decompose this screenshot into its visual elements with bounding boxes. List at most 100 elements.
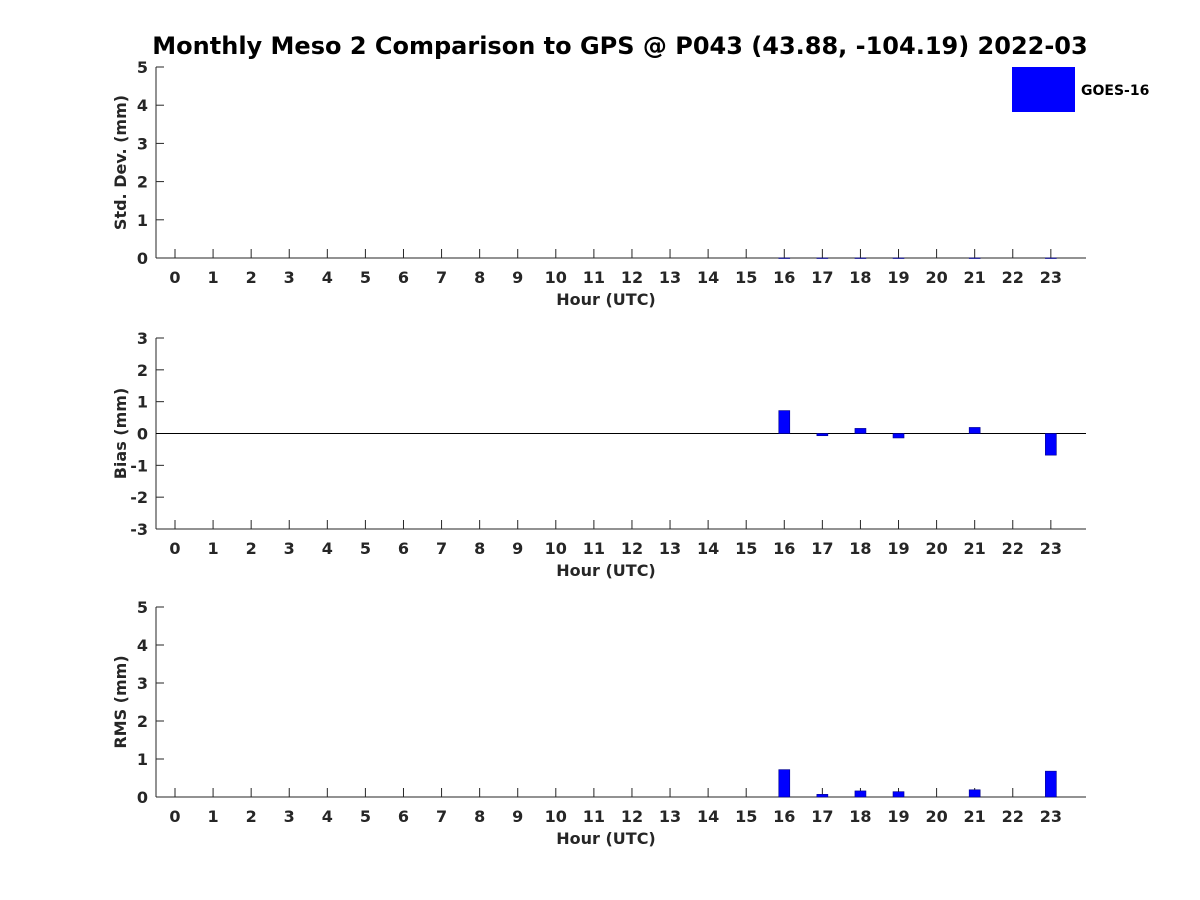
bar-hour-21: [968, 427, 981, 434]
bar-hour-21: [968, 789, 981, 798]
x-tick-label: 13: [659, 268, 681, 287]
x-tick-label: 2: [246, 807, 257, 826]
x-tick-label: 10: [545, 539, 567, 558]
x-tick-label: 14: [697, 807, 719, 826]
x-tick-label: 0: [169, 268, 180, 287]
x-tick-label: 8: [474, 268, 485, 287]
x-axis-label: Hour (UTC): [556, 561, 656, 580]
x-tick-label: 1: [208, 807, 219, 826]
legend-label: GOES-16: [1081, 83, 1149, 99]
y-tick-label: 5: [137, 598, 148, 617]
legend: GOES-16: [1012, 67, 1149, 112]
x-tick-label: 23: [1040, 807, 1062, 826]
bar-hour-16: [778, 257, 791, 259]
x-tick-label: 12: [621, 807, 643, 826]
x-tick-label: 8: [474, 539, 485, 558]
x-tick-label: 15: [735, 807, 757, 826]
x-tick-label: 19: [887, 268, 909, 287]
y-tick-label: 2: [137, 712, 148, 731]
x-tick-label: 10: [545, 268, 567, 287]
x-tick-label: 5: [360, 807, 371, 826]
x-tick-label: 1: [208, 539, 219, 558]
y-tick-label: 4: [137, 636, 148, 655]
y-axis-label: Bias (mm): [111, 388, 130, 480]
x-tick-label: 17: [811, 807, 833, 826]
y-axis-label: Std. Dev. (mm): [111, 95, 130, 230]
x-tick-label: 16: [773, 539, 795, 558]
x-tick-label: 2: [246, 539, 257, 558]
chart-title: Monthly Meso 2 Comparison to GPS @ P043 …: [152, 32, 1087, 60]
bar-hour-23: [1045, 433, 1057, 456]
x-tick-label: 14: [697, 268, 719, 287]
x-tick-label: 21: [964, 268, 986, 287]
y-tick-label: -3: [130, 520, 148, 539]
y-tick-label: 0: [137, 425, 148, 444]
x-tick-label: 19: [887, 539, 909, 558]
y-axis-label: RMS (mm): [111, 655, 130, 748]
x-tick-label: 7: [436, 539, 447, 558]
x-tick-label: 9: [512, 539, 523, 558]
y-tick-label: 2: [137, 361, 148, 380]
x-axis-label: Hour (UTC): [556, 829, 656, 848]
y-tick-label: -2: [130, 488, 148, 507]
y-tick-label: 0: [137, 788, 148, 807]
bar-hour-21: [968, 257, 981, 259]
x-tick-label: 6: [398, 268, 409, 287]
bar-hour-17: [816, 257, 829, 259]
y-tick-label: 3: [137, 674, 148, 693]
x-tick-label: 0: [169, 539, 180, 558]
x-tick-label: 11: [583, 268, 605, 287]
y-tick-label: 2: [137, 173, 148, 192]
x-tick-label: 3: [284, 268, 295, 287]
x-tick-label: 8: [474, 807, 485, 826]
x-tick-label: 20: [925, 268, 947, 287]
x-tick-label: 5: [360, 268, 371, 287]
x-tick-label: 21: [964, 539, 986, 558]
x-tick-label: 20: [925, 539, 947, 558]
x-tick-label: 9: [512, 268, 523, 287]
y-tick-label: 5: [137, 58, 148, 77]
x-tick-label: 10: [545, 807, 567, 826]
x-tick-label: 19: [887, 807, 909, 826]
x-tick-label: 15: [735, 268, 757, 287]
y-tick-label: 4: [137, 96, 148, 115]
bar-hour-18: [854, 790, 867, 798]
x-tick-label: 9: [512, 807, 523, 826]
x-tick-label: 18: [849, 539, 871, 558]
x-tick-label: 17: [811, 539, 833, 558]
bar-hour-17: [816, 433, 829, 437]
x-tick-label: 21: [964, 807, 986, 826]
y-tick-label: -1: [130, 456, 148, 475]
x-tick-label: 4: [322, 268, 333, 287]
x-axis-label: Hour (UTC): [556, 290, 656, 309]
y-tick-label: 1: [137, 393, 148, 412]
y-tick-label: 1: [137, 750, 148, 769]
y-tick-label: 3: [137, 134, 148, 153]
x-tick-label: 0: [169, 807, 180, 826]
x-tick-label: 23: [1040, 268, 1062, 287]
y-tick-label: 1: [137, 211, 148, 230]
x-tick-label: 2: [246, 268, 257, 287]
x-tick-label: 11: [583, 539, 605, 558]
bar-hour-17: [816, 794, 829, 798]
bar-hour-18: [854, 428, 867, 434]
y-tick-label: 3: [137, 329, 148, 348]
x-tick-label: 22: [1002, 807, 1024, 826]
x-tick-label: 12: [621, 268, 643, 287]
x-tick-label: 7: [436, 807, 447, 826]
bar-hour-16: [778, 410, 791, 434]
x-tick-label: 17: [811, 268, 833, 287]
x-tick-label: 6: [398, 807, 409, 826]
x-tick-label: 18: [849, 268, 871, 287]
x-tick-label: 14: [697, 539, 719, 558]
bar-hour-18: [854, 257, 867, 259]
x-tick-label: 5: [360, 539, 371, 558]
bar-hour-19: [892, 433, 905, 439]
bar-hour-19: [892, 791, 905, 798]
x-tick-label: 6: [398, 539, 409, 558]
bar-hour-23: [1045, 770, 1057, 798]
x-tick-label: 4: [322, 807, 333, 826]
